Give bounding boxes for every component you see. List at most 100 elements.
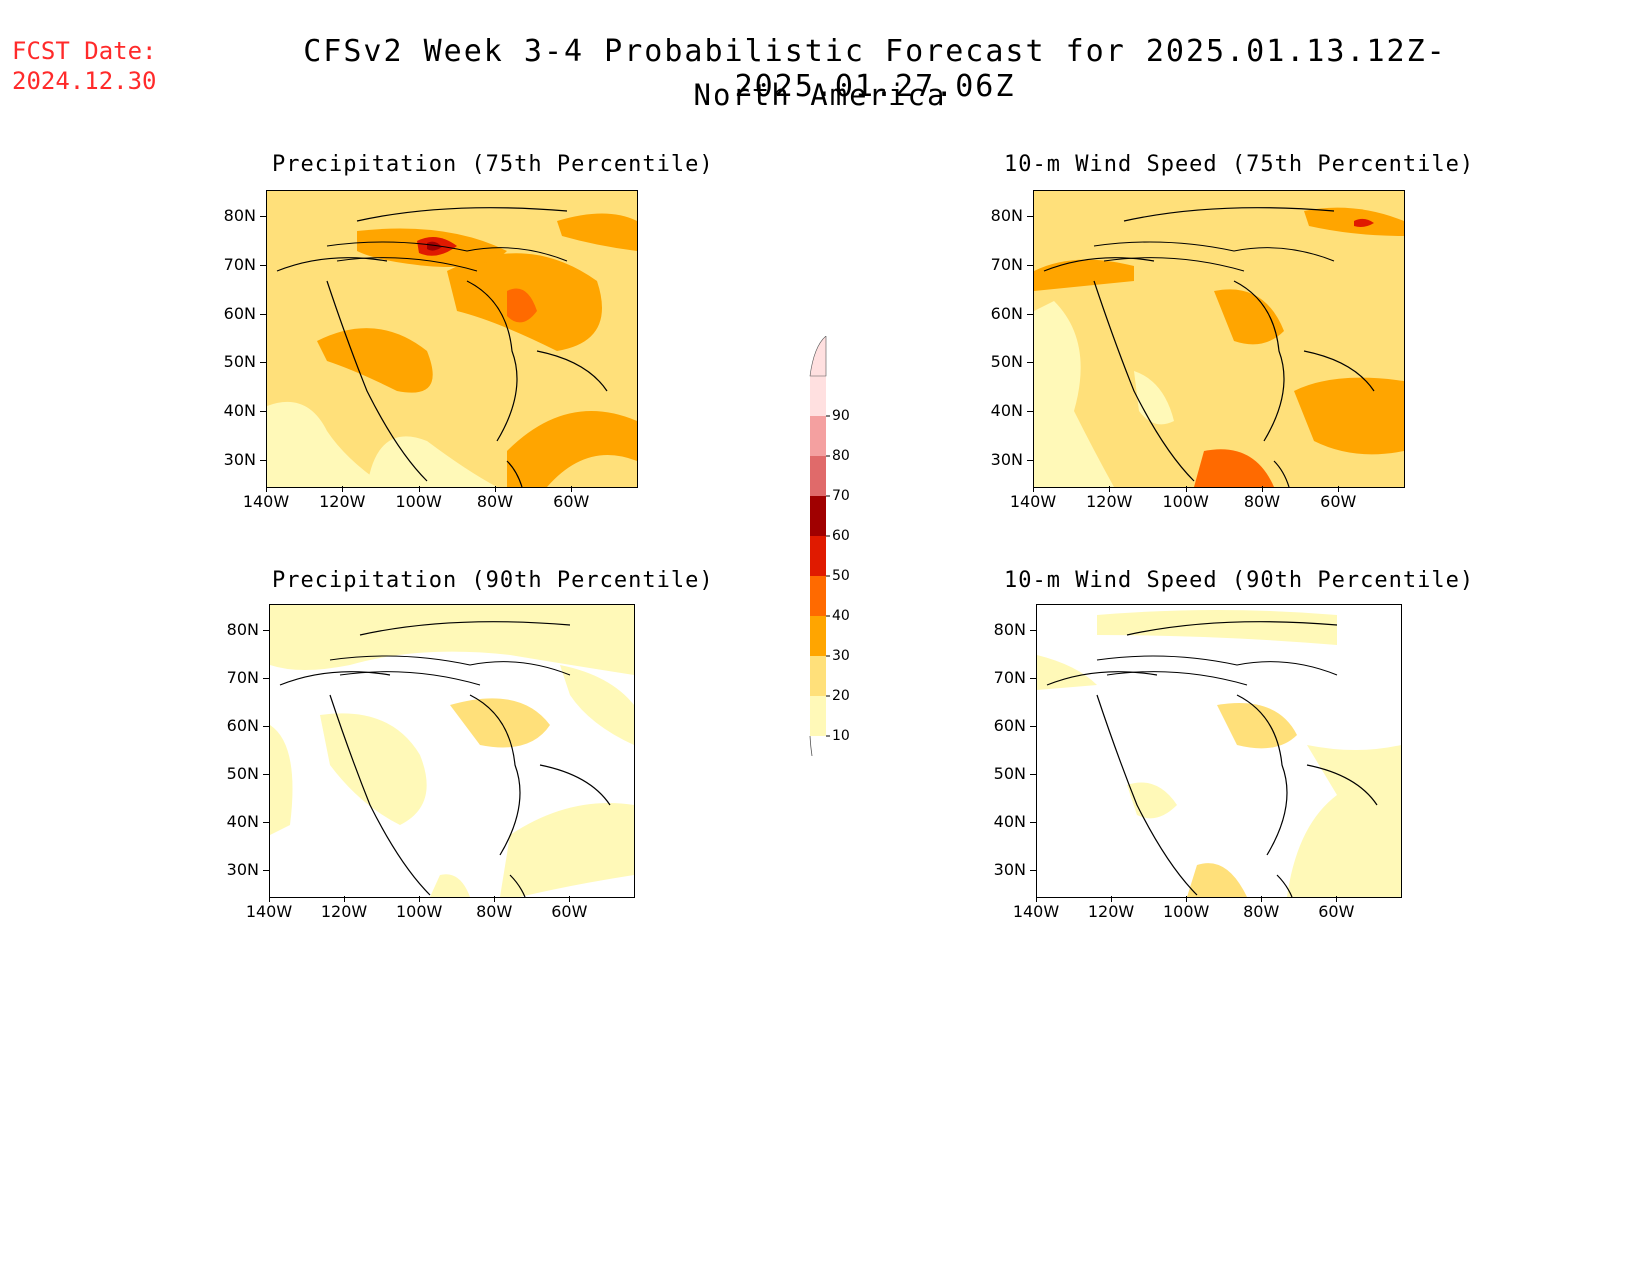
lat-tick-mark [1030, 822, 1036, 823]
lat-tick-mark [263, 630, 269, 631]
lat-tick-label: 50N [223, 352, 256, 372]
lat-tick-label: 30N [223, 450, 256, 469]
lon-tick-mark [266, 486, 267, 492]
panel-title-wind75: 10-m Wind Speed (75th Percentile) [1004, 152, 1475, 177]
colorbar-graphic [809, 336, 830, 756]
map-wind75 [1033, 190, 1405, 488]
lon-tick-label: 80W [476, 492, 514, 511]
lat-tick-label: 70N [226, 668, 259, 687]
lon-tick-label: 120W [320, 902, 368, 921]
lon-tick-label: 60W [551, 902, 588, 921]
lon-tick-mark [418, 486, 420, 492]
map-precip90 [269, 604, 635, 898]
colorbar-swatch [810, 576, 826, 616]
colorbar-swatch [810, 416, 826, 456]
lat-tick-label: 30N [990, 450, 1023, 469]
lat-tick-mark [260, 216, 266, 217]
lon-tick-mark [1261, 486, 1263, 492]
lon-tick-label: 80W [476, 902, 513, 921]
lon-tick-mark [342, 486, 344, 492]
lat-tick-mark [1030, 678, 1036, 679]
lon-tick-mark [344, 896, 346, 902]
lon-tick-label: 120W [1086, 492, 1133, 511]
lon-tick-mark [1261, 896, 1263, 902]
colorbar-swatch [810, 496, 826, 536]
colorbar-swatch [810, 656, 826, 696]
colorbar-bottom-extension [809, 735, 813, 756]
lon-tick-label: 100W [1162, 492, 1209, 511]
colorbar-swatch [810, 536, 826, 576]
lat-tick-label: 70N [990, 254, 1023, 274]
colorbar-top-extension [809, 336, 827, 377]
lon-tick-label: 80W [1243, 902, 1280, 921]
lat-tick-mark [1027, 216, 1033, 217]
colorbar-label: 40 [832, 608, 850, 624]
lat-tick-label: 50N [993, 764, 1026, 783]
lat-tick-label: 70N [223, 254, 256, 274]
colorbar-label: 20 [832, 688, 850, 704]
lat-tick-label: 70N [993, 668, 1026, 687]
forecast-date-label: FCST Date: 2024.12.30 [12, 36, 157, 96]
lat-tick-mark [1027, 460, 1033, 461]
lat-tick-mark [263, 678, 269, 679]
lat-tick-label: 40N [223, 401, 256, 421]
lat-tick-mark [1030, 870, 1036, 871]
lon-tick-label: 60W [553, 492, 590, 511]
lat-tick-label: 50N [226, 764, 259, 783]
lat-tick-label: 60N [990, 303, 1023, 323]
colorbar-label: 30 [832, 648, 850, 664]
lat-tick-mark [263, 726, 269, 727]
colorbar-label: 60 [832, 528, 850, 544]
lon-tick-mark [269, 896, 270, 902]
colorbar-label: 80 [832, 448, 850, 464]
lat-tick-label: 40N [226, 812, 259, 831]
lon-tick-mark [1036, 896, 1037, 902]
lat-tick-mark [1027, 362, 1033, 364]
fcst-date: 2024.12.30 [12, 67, 157, 95]
lat-tick-mark [260, 411, 266, 413]
lat-tick-mark [260, 264, 266, 266]
lat-tick-label: 60N [223, 303, 256, 323]
lat-tick-label: 80N [990, 206, 1023, 225]
lon-tick-mark [1186, 896, 1188, 902]
map-precip75 [266, 190, 638, 488]
lon-tick-label: 100W [395, 492, 442, 511]
lon-tick-mark [1111, 896, 1113, 902]
lon-tick-label: 140W [1012, 902, 1060, 921]
lon-tick-mark [494, 896, 496, 902]
lat-tick-mark [260, 460, 266, 461]
colorbar-swatch [810, 376, 826, 416]
lon-tick-label: 120W [319, 492, 366, 511]
lon-tick-mark [571, 486, 573, 492]
lat-tick-label: 30N [993, 860, 1026, 879]
lon-tick-mark [1109, 486, 1111, 492]
lat-tick-label: 40N [990, 401, 1023, 421]
lat-tick-label: 60N [226, 716, 259, 735]
colorbar-swatch [810, 616, 826, 656]
fcst-label: FCST Date: [12, 37, 157, 65]
figure-subtitle: North America [693, 78, 947, 112]
lat-tick-mark [260, 313, 266, 315]
lon-tick-label: 120W [1087, 902, 1135, 921]
colorbar-label: 90 [832, 408, 850, 424]
lon-tick-label: 60W [1320, 492, 1357, 511]
lon-tick-mark [419, 896, 421, 902]
lat-tick-label: 60N [993, 716, 1026, 735]
lon-tick-mark [1336, 896, 1338, 902]
colorbar-label: 50 [832, 568, 850, 584]
lon-tick-label: 140W [1009, 492, 1057, 511]
lat-tick-label: 80N [993, 620, 1026, 639]
lat-tick-label: 30N [226, 860, 259, 879]
colorbar-swatch [810, 456, 826, 496]
lon-tick-mark [1033, 486, 1034, 492]
panel-title-precip75: Precipitation (75th Percentile) [272, 152, 714, 177]
lat-tick-label: 80N [223, 206, 256, 225]
colorbar-label: 70 [832, 488, 850, 504]
figure-title: CFSv2 Week 3-4 Probabilistic Forecast fo… [303, 34, 1447, 104]
map-wind90 [1036, 604, 1402, 898]
lat-tick-mark [1030, 774, 1036, 775]
lat-tick-mark [263, 774, 269, 775]
lat-tick-mark [1030, 630, 1036, 631]
lon-tick-label: 60W [1318, 902, 1355, 921]
lat-tick-mark [263, 870, 269, 871]
